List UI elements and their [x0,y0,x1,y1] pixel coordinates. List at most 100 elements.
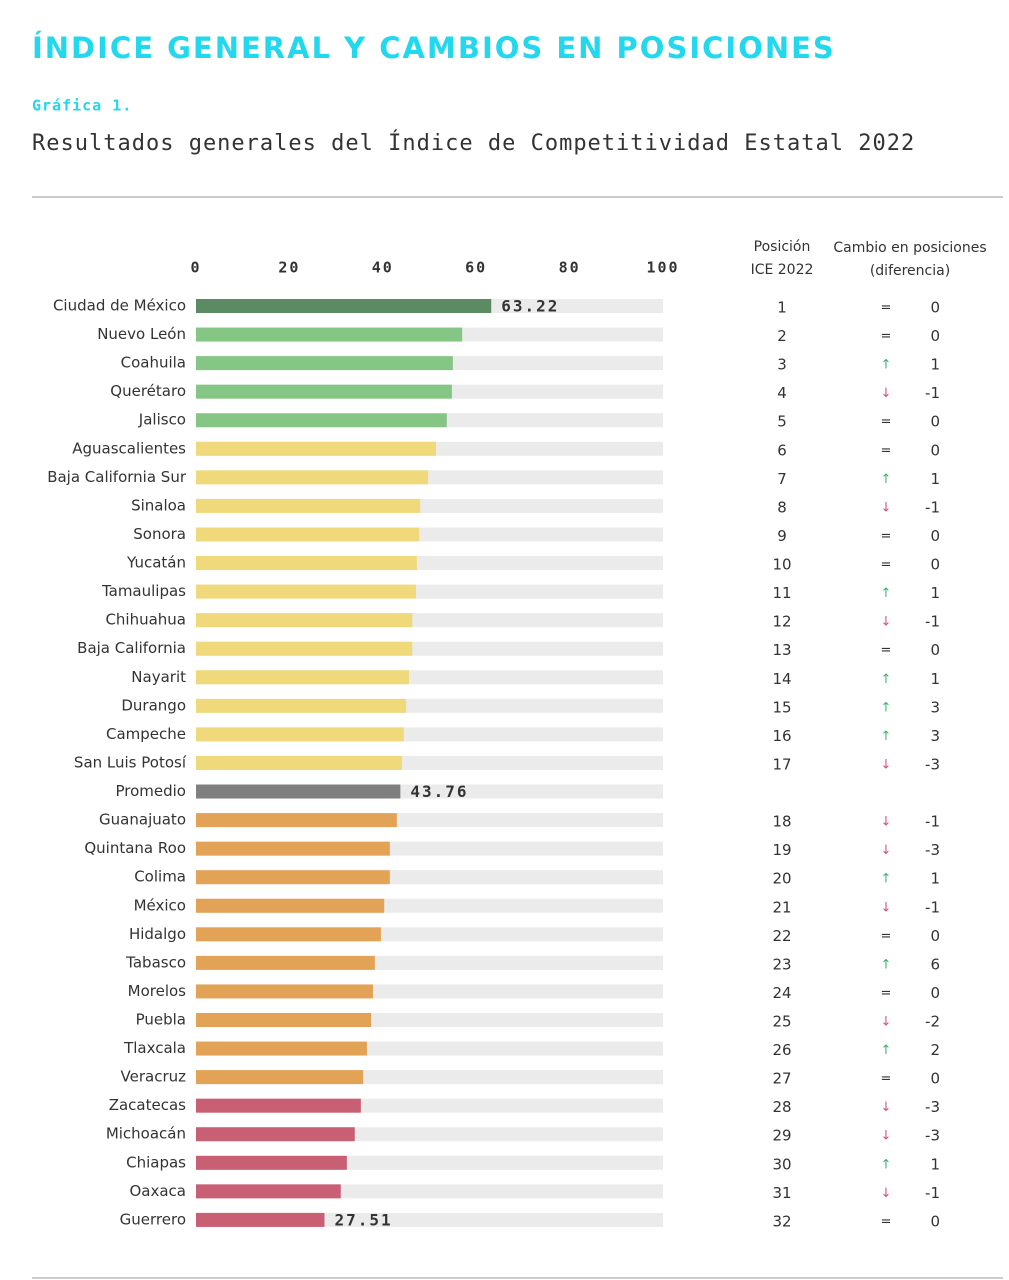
change: -1 [925,613,940,631]
chart-label: Gráfica 1. [32,97,132,115]
bar [196,1098,361,1113]
change-symbol: ↑ [881,700,892,715]
change-symbol: = [881,643,892,658]
change-symbol: ↓ [881,1100,892,1115]
change-symbol: = [881,929,892,944]
bar [196,299,492,313]
change: 0 [930,1070,940,1088]
change: 1 [930,356,940,374]
change: -1 [925,898,940,916]
category-label: Baja California Sur [47,468,187,486]
position: 13 [772,641,791,659]
category-label: Sinaloa [131,496,186,514]
position: 22 [772,927,791,945]
category-label: Michoacán [106,1125,186,1143]
change-symbol: ↓ [881,815,892,830]
category-label: Colima [134,868,186,886]
heading: ÍNDICE GENERAL Y CAMBIOS EN POSICIONES [32,31,836,65]
change: 3 [930,698,940,716]
bar [196,670,409,685]
category-label: Guanajuato [99,811,186,829]
position: 23 [772,955,791,973]
change: 0 [930,527,940,545]
category-label: Yucatán [126,554,186,572]
change: -1 [925,384,940,402]
change: 0 [930,984,940,1002]
position: 10 [772,556,791,574]
change: 0 [930,1212,940,1230]
bar [196,641,413,656]
change-symbol: ↓ [881,757,892,772]
position: 15 [772,698,791,716]
subtitle: Resultados generales del Índice de Compe… [32,130,915,156]
position: 4 [777,384,787,402]
change: 0 [930,556,940,574]
change: 1 [930,1155,940,1173]
bar [196,984,373,999]
change: 0 [930,927,940,945]
position: 27 [772,1070,791,1088]
change-symbol: = [881,986,892,1001]
category-label: Guerrero [120,1210,186,1228]
position: 7 [777,470,787,488]
position: 6 [777,441,787,459]
position: 18 [772,813,791,831]
bar [196,870,390,885]
change: -3 [925,1098,940,1116]
category-label: Promedio [115,782,186,800]
change-symbol: = [881,558,892,573]
change-symbol: = [881,329,892,344]
position: 5 [777,413,787,431]
change: 0 [930,413,940,431]
x-tick-label: 20 [278,259,300,277]
bar [196,1155,347,1170]
value-label: 63.22 [501,297,559,316]
position: 11 [772,584,791,602]
change-symbol: ↓ [881,500,892,515]
bar [196,1184,341,1199]
change: 2 [930,1041,940,1059]
change: -1 [925,1184,940,1202]
change-symbol: ↑ [881,472,892,487]
change: 1 [930,584,940,602]
bar [196,527,420,542]
change-symbol: ↑ [881,1157,892,1172]
position: 29 [772,1127,791,1145]
x-tick-label: 0 [190,259,201,277]
bar [196,327,463,342]
bar [196,1070,364,1085]
x-tick-label: 40 [372,259,394,277]
x-tick-label: 60 [465,259,487,277]
bar [196,1212,325,1227]
change: 0 [930,327,940,345]
change: -2 [925,1013,940,1031]
category-label: Aguascalientes [72,439,186,457]
change-symbol: ↑ [881,957,892,972]
change-symbol: = [881,1214,892,1229]
bar [196,1013,372,1027]
column-header: ICE 2022 [751,262,814,278]
bar [196,384,452,399]
position: 16 [772,727,791,745]
change: 6 [930,955,940,973]
position: 2 [777,327,787,345]
change-symbol: ↓ [881,1186,892,1201]
category-label: San Luis Potosí [74,753,187,771]
category-label: Oaxaca [129,1182,186,1200]
category-label: Baja California [77,639,186,657]
change-symbol: = [881,301,892,316]
change: 0 [930,299,940,317]
value-label: 27.51 [334,1210,392,1229]
position: 17 [772,755,791,773]
value-label: 43.76 [410,782,468,801]
change: -3 [925,755,940,773]
category-label: Puebla [136,1011,186,1029]
position: 1 [777,299,787,317]
x-tick-label: 80 [559,259,581,277]
category-label: Zacatecas [109,1096,186,1114]
position: 9 [777,527,787,545]
change-symbol: ↓ [881,1129,892,1144]
category-label: Sonora [133,525,186,543]
column-header: Posición [754,239,811,255]
